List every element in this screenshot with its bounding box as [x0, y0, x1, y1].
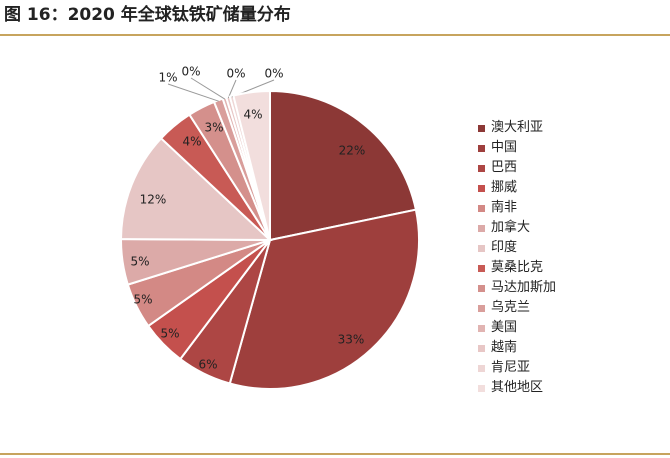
- legend-swatch: [478, 324, 485, 332]
- legend-label: 加拿大: [491, 220, 531, 235]
- data-label-2: 33%: [338, 333, 365, 347]
- legend-label: 挪威: [491, 180, 518, 195]
- data-label-13: 0%: [264, 67, 283, 81]
- legend-swatch: [478, 224, 485, 232]
- legend-label: 肯尼亚: [491, 360, 531, 375]
- data-label-7: 12%: [140, 193, 167, 207]
- legend-item-14: 其他地区: [478, 378, 556, 398]
- legend-swatch: [478, 344, 485, 352]
- legend-swatch: [478, 204, 485, 212]
- legend-swatch: [478, 164, 485, 172]
- bottom-divider: [0, 453, 670, 455]
- leader-line-10: [167, 83, 219, 102]
- legend-swatch: [478, 184, 485, 192]
- legend-item-5: 南非: [478, 198, 556, 218]
- data-label-12: 0%: [226, 67, 245, 81]
- legend-label: 马达加斯加: [491, 280, 557, 295]
- legend-item-2: 中国: [478, 138, 556, 158]
- legend-item-9: 马达加斯加: [478, 278, 556, 298]
- legend-item-12: 越南: [478, 338, 556, 358]
- figure-title: 图 16：2020 年全球钛铁矿储量分布: [4, 5, 291, 25]
- legend-label: 其他地区: [491, 380, 544, 395]
- legend-swatch: [478, 304, 485, 312]
- pie-slice-1: [269, 89, 418, 242]
- legend-swatch: [478, 244, 485, 252]
- data-label-3: 6%: [198, 358, 217, 372]
- legend-label: 乌克兰: [491, 300, 531, 315]
- leader-line-11: [190, 77, 226, 100]
- legend-label: 美国: [491, 320, 518, 335]
- data-label-8: 4%: [182, 135, 201, 149]
- legend-label: 中国: [491, 140, 518, 155]
- legend-item-11: 美国: [478, 318, 556, 338]
- legend-label: 莫桑比克: [491, 260, 544, 275]
- top-divider: [0, 34, 670, 36]
- legend-label: 越南: [491, 340, 518, 355]
- legend-item-8: 莫桑比克: [478, 258, 556, 278]
- data-label-4: 5%: [160, 327, 179, 341]
- pie-slice-7: [119, 136, 273, 242]
- legend-label: 印度: [491, 240, 518, 255]
- legend-swatch: [478, 384, 485, 392]
- legend-swatch: [478, 264, 485, 272]
- legend-label: 澳大利亚: [491, 120, 544, 135]
- data-label-1: 22%: [339, 144, 366, 158]
- legend-item-3: 巴西: [478, 158, 556, 178]
- leader-line-12: [227, 79, 237, 99]
- legend-item-6: 加拿大: [478, 218, 556, 238]
- legend-item-4: 挪威: [478, 178, 556, 198]
- legend-swatch: [478, 364, 485, 372]
- legend-swatch: [478, 124, 485, 132]
- legend-item-13: 肯尼亚: [478, 358, 556, 378]
- data-label-9: 3%: [204, 121, 223, 135]
- legend-swatch: [478, 144, 485, 152]
- pie-slice-14: [232, 89, 271, 241]
- legend-label: 巴西: [491, 160, 518, 175]
- data-label-10: 1%: [158, 71, 177, 85]
- pie-slice-2: [228, 208, 420, 390]
- data-label-5: 5%: [133, 293, 152, 307]
- legend-swatch: [478, 284, 485, 292]
- data-label-6: 5%: [130, 255, 149, 269]
- data-label-14: 4%: [243, 108, 262, 122]
- chart-legend: 澳大利亚中国巴西挪威南非加拿大印度莫桑比克马达加斯加乌克兰美国越南肯尼亚其他地区: [478, 118, 556, 398]
- legend-item-7: 印度: [478, 238, 556, 258]
- legend-label: 南非: [491, 200, 518, 215]
- data-label-11: 0%: [181, 65, 200, 79]
- legend-item-10: 乌克兰: [478, 298, 556, 318]
- legend-item-1: 澳大利亚: [478, 118, 556, 138]
